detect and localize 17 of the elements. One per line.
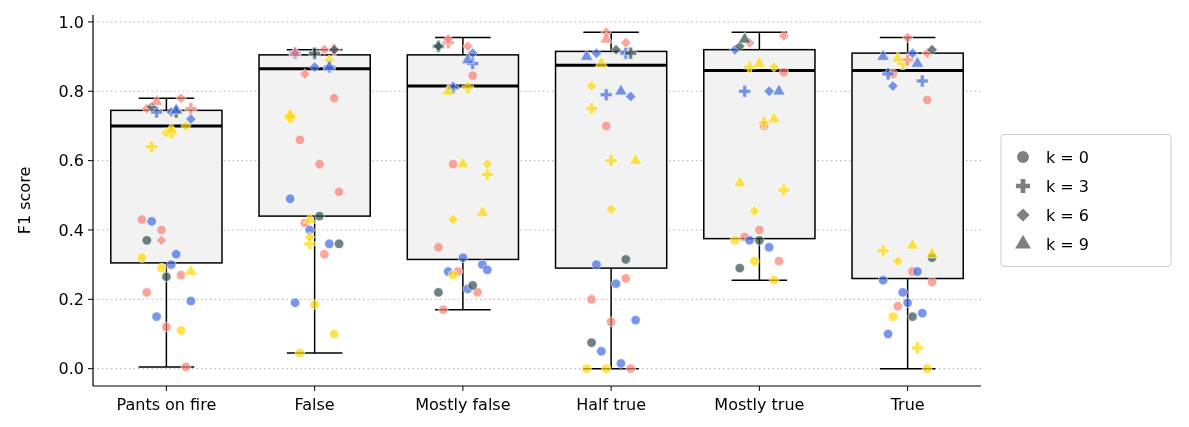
- x-tick-label: Mostly true: [714, 395, 805, 414]
- y-tick-label: 0.6: [58, 151, 84, 171]
- x-tick-label: Half true: [576, 395, 647, 414]
- y-axis-title: F1 score: [15, 166, 34, 235]
- y-tick-label: 0.0: [58, 359, 84, 379]
- x-tick-label: Pants on fire: [116, 395, 217, 414]
- y-tick-label: 0.2: [58, 289, 84, 309]
- y-tick-label: 1.0: [58, 12, 84, 32]
- x-tick-label: True: [889, 395, 925, 414]
- text: k = 3: [1046, 176, 1090, 196]
- y-tick-label: 0.4: [58, 220, 84, 240]
- y-tick-label: 0.8: [58, 81, 84, 101]
- x-tick-label: False: [294, 395, 335, 414]
- text: k = 9: [1046, 234, 1090, 254]
- text: k = 0: [1046, 147, 1090, 167]
- text: k = 6: [1046, 205, 1090, 225]
- x-tick-label: Mostly false: [415, 395, 511, 414]
